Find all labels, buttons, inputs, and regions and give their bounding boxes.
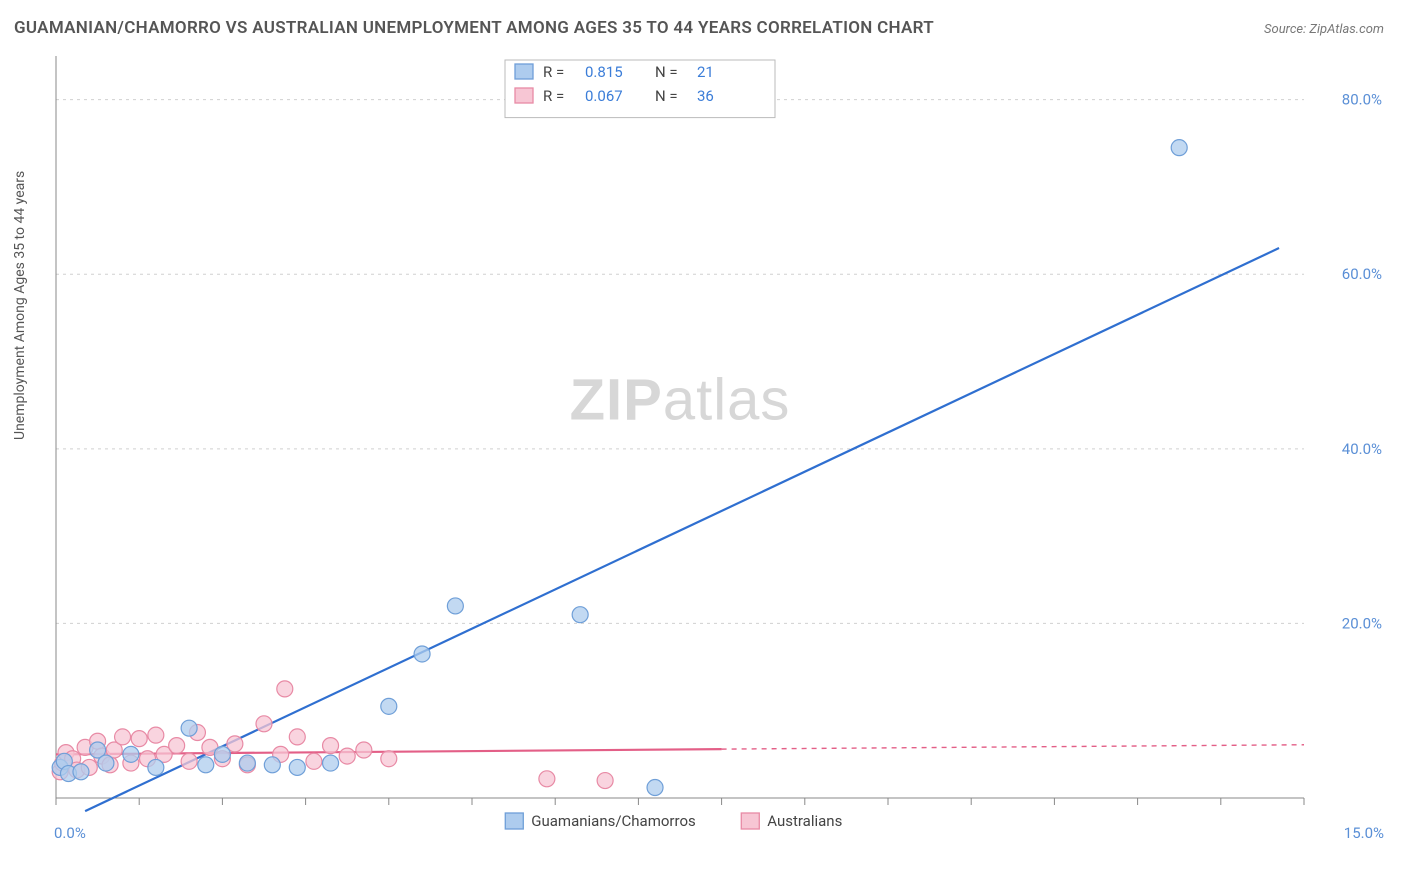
data-point xyxy=(414,646,430,662)
legend-n-label: N = xyxy=(655,63,678,81)
y-tick-label: 80.0% xyxy=(1342,91,1382,109)
data-point xyxy=(306,753,322,769)
source-attribution: Source: ZipAtlas.com xyxy=(1264,22,1384,37)
data-point xyxy=(572,607,588,623)
data-point xyxy=(214,746,230,762)
scatter-chart-svg: ZIPatlas 0.0% 15.0% 20.0% 40.0% 60.0% 80.0% R =… xyxy=(50,50,1390,850)
legend-r-value: 0.067 xyxy=(585,87,623,105)
data-point xyxy=(323,738,339,754)
data-point xyxy=(73,764,89,780)
legend-n-value: 21 xyxy=(697,63,714,81)
data-point xyxy=(169,738,185,754)
data-point xyxy=(289,729,305,745)
data-point xyxy=(264,757,280,773)
legend-swatch xyxy=(741,813,759,829)
data-point xyxy=(98,755,114,771)
data-point xyxy=(148,727,164,743)
data-point xyxy=(115,729,131,745)
legend-n-value: 36 xyxy=(697,87,714,105)
data-point xyxy=(123,746,139,762)
y-tick-label: 20.0% xyxy=(1342,614,1382,632)
data-point xyxy=(323,755,339,771)
data-point xyxy=(131,731,147,747)
watermark: ZIPatlas xyxy=(570,368,791,433)
data-point xyxy=(539,771,555,787)
data-point xyxy=(198,757,214,773)
data-point xyxy=(647,780,663,796)
data-point xyxy=(597,773,613,789)
data-point xyxy=(289,759,305,775)
chart-title: GUAMANIAN/CHAMORRO VS AUSTRALIAN UNEMPLO… xyxy=(14,18,934,38)
data-point xyxy=(256,716,272,732)
legend-series-label: Guamanians/Chamorros xyxy=(531,812,695,830)
data-point xyxy=(181,720,197,736)
legend-r-value: 0.815 xyxy=(585,63,623,81)
y-tick-label: 40.0% xyxy=(1342,440,1382,458)
legend-n-label: N = xyxy=(655,87,678,105)
data-point xyxy=(277,681,293,697)
legend-swatch xyxy=(515,88,533,103)
data-point xyxy=(447,598,463,614)
legend-series-label: Australians xyxy=(767,812,842,830)
legend-r-label: R = xyxy=(543,63,564,81)
data-point xyxy=(356,742,372,758)
trend-line-extrapolated xyxy=(722,745,1304,749)
y-tick-label: 60.0% xyxy=(1342,265,1382,283)
data-point xyxy=(381,698,397,714)
data-point xyxy=(381,751,397,767)
data-point xyxy=(1171,140,1187,156)
legend-r-label: R = xyxy=(543,87,564,105)
plot-area: ZIPatlas 0.0% 15.0% 20.0% 40.0% 60.0% 80.0% R =… xyxy=(50,50,1390,850)
y-axis-label: Unemployment Among Ages 35 to 44 years xyxy=(12,171,28,440)
legend-swatch xyxy=(515,64,533,79)
data-point xyxy=(148,759,164,775)
data-point xyxy=(181,753,197,769)
data-point xyxy=(339,748,355,764)
data-point xyxy=(239,755,255,771)
legend-swatch xyxy=(505,813,523,829)
x-tick-label: 0.0% xyxy=(54,824,86,842)
x-tick-label: 15.0% xyxy=(1344,824,1384,842)
